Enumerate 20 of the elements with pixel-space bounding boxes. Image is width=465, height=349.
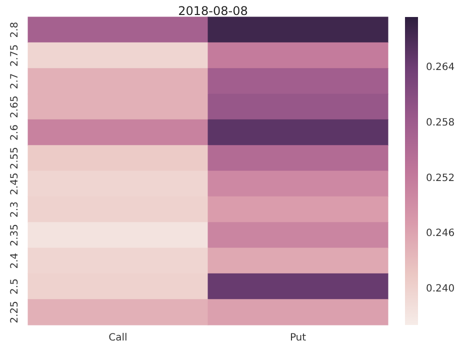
x-tick-label: Put	[290, 332, 306, 344]
y-tick-label: 2.4	[10, 252, 20, 269]
y-tick-label: 2.3	[10, 202, 20, 218]
color-bar-label: 0.246	[426, 228, 455, 240]
y-tick-label: 2.35	[10, 224, 20, 246]
y-tick-label: 2.65	[10, 96, 20, 118]
y-tick-label: 2.5	[10, 278, 20, 294]
y-tick-label: 2.45	[10, 172, 20, 195]
color-bar-label: 0.252	[426, 172, 455, 184]
color-bar-label: 0.258	[426, 118, 455, 129]
y-tick-label: 2.7	[10, 73, 20, 90]
color-bar-label: 0.240	[426, 284, 455, 295]
y-tick-label: 2.55	[10, 147, 20, 170]
y-tick-label: 2.8	[10, 22, 20, 38]
y-tick-label: 2.25	[10, 301, 20, 324]
chart-title: 2018-08-08	[178, 4, 248, 18]
y-tick-label: 2.6	[10, 124, 20, 140]
x-tick-label: Call	[108, 332, 128, 344]
y-tick-label: 2.75	[10, 44, 20, 67]
color-bar-label: 0.264	[426, 62, 455, 74]
